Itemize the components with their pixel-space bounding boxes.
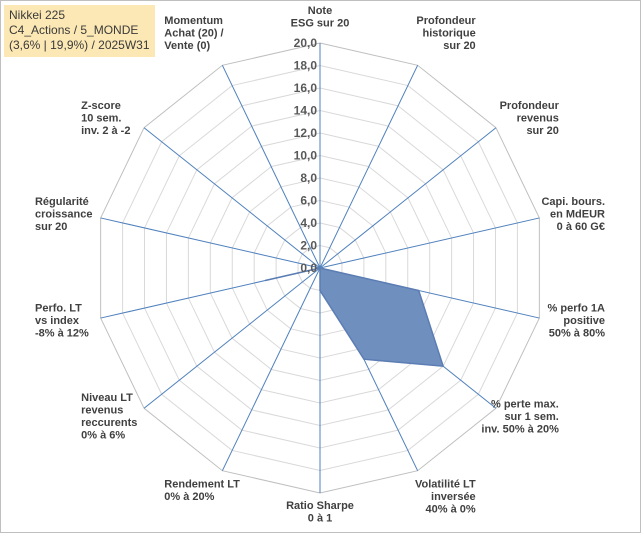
axis-spoke: [100, 217, 321, 269]
category-label-line: reccurents: [81, 417, 137, 429]
category-label: Niveau LT revenus reccurents 0% à 6%: [81, 392, 137, 442]
category-label-line: % perfo 1A: [548, 302, 606, 314]
category-label-line: sur 1 sem.: [504, 411, 558, 423]
axis-spoke: [221, 65, 321, 269]
category-label: Z-score 10 sem. inv. 2 à -2: [81, 100, 130, 137]
category-label-line: revenus: [81, 405, 123, 417]
tick-label: 14,0: [294, 104, 318, 118]
category-label-line: 0% à 6%: [81, 430, 125, 442]
axis-spoke: [221, 267, 321, 471]
category-label-line: % perte max.: [491, 398, 559, 410]
category-label: Régularité croissance sur 20: [35, 196, 92, 233]
category-label-line: ESG sur 20: [291, 18, 350, 30]
category-label-line: 50% à 80%: [549, 327, 605, 339]
series-area: [264, 267, 445, 368]
category-label-line: historique: [423, 28, 476, 40]
category-label-line: croissance: [35, 209, 92, 221]
legend-line-index: Nikkei 225: [9, 8, 66, 22]
category-label: Perfo. LT vs index -8% à 12%: [35, 302, 89, 339]
category-label-line: Profondeur: [500, 100, 560, 112]
category-label-line: Achat (20) /: [164, 28, 223, 40]
tick-label: 12,0: [294, 126, 318, 140]
category-label-line: Rendement LT: [164, 478, 240, 490]
category-label-line: revenus: [517, 113, 559, 125]
radar-series: [264, 267, 445, 368]
axis-spoke: [319, 217, 540, 269]
tick-label: 4,0: [300, 216, 317, 230]
tick-label: 8,0: [300, 171, 317, 185]
tick-label: 2,0: [300, 239, 317, 253]
category-label-line: Régularité: [35, 196, 89, 208]
category-label-line: sur 20: [526, 125, 558, 137]
tick-label: 0,0: [300, 261, 317, 275]
tick-label: 16,0: [294, 81, 318, 95]
category-label-line: 0 à 1: [308, 513, 332, 525]
category-label-line: Ratio Sharpe: [286, 500, 354, 512]
category-label-line: inv. 50% à 20%: [481, 423, 559, 435]
tick-label: 10,0: [294, 149, 318, 163]
category-label-line: Niveau LT: [81, 392, 133, 404]
category-label-line: sur 20: [443, 40, 475, 52]
category-label-line: 0 à 60 G€: [557, 221, 605, 233]
category-label: Volatilité LT inversée 40% à 0%: [415, 478, 476, 515]
radial-tick-labels: 0,0 2,0 4,0 6,0 8,0 10,0 12,0 14,0 16,0 18,0 20,0: [294, 36, 318, 275]
category-label-line: en MdEUR: [550, 209, 605, 221]
category-label: Profondeur historique sur 20: [416, 15, 476, 52]
tick-label: 6,0: [300, 194, 317, 208]
category-label-line: inversée: [431, 491, 476, 503]
axis-spoke: [143, 267, 321, 409]
tick-label: 20,0: [294, 36, 318, 50]
axis-spoke: [319, 65, 419, 269]
category-label: Capi. bours. en MdEUR 0 à 60 G€: [541, 196, 605, 233]
category-label-line: vs index: [35, 315, 80, 327]
category-label: Momentum Achat (20) / Vente (0): [164, 15, 223, 52]
category-label-line: inv. 2 à -2: [81, 125, 130, 137]
category-label-line: Momentum: [164, 15, 223, 27]
category-label: Profondeur revenus sur 20: [500, 100, 560, 137]
category-label-line: 40% à 0%: [426, 503, 476, 515]
category-label-line: Capi. bours.: [541, 196, 605, 208]
category-label: % perte max. sur 1 sem. inv. 50% à 20%: [481, 398, 559, 435]
tick-label: 18,0: [294, 59, 318, 73]
chart-legend-box: Nikkei 225 C4_Actions / 5_MONDE (3,6% | …: [4, 5, 155, 57]
category-label: Note ESG sur 20: [291, 5, 350, 30]
category-label-line: Profondeur: [416, 15, 476, 27]
category-label-line: positive: [563, 315, 605, 327]
category-label-line: 0% à 20%: [164, 491, 214, 503]
legend-line-stats: (3,6% | 19,9%) / 2025W31: [9, 38, 150, 52]
category-label-line: Perfo. LT: [35, 302, 82, 314]
category-label-line: sur 20: [35, 221, 67, 233]
category-label: Ratio Sharpe 0 à 1: [286, 500, 354, 525]
category-label-line: Note: [308, 5, 332, 17]
category-label-line: 10 sem.: [81, 113, 121, 125]
axis-spoke: [143, 127, 321, 269]
category-label: % perfo 1A positive 50% à 80%: [548, 302, 606, 339]
category-label-line: Vente (0): [164, 40, 210, 52]
category-label-line: Volatilité LT: [415, 478, 476, 490]
legend-line-category: C4_Actions / 5_MONDE: [9, 23, 139, 37]
axis-spoke: [319, 127, 497, 269]
category-labels: Note ESG sur 20 Profondeur historique sur 20…: [35, 5, 605, 525]
category-label: Rendement LT 0% à 20%: [164, 478, 240, 503]
category-label-line: -8% à 12%: [35, 327, 89, 339]
category-label-line: Z-score: [81, 100, 121, 112]
